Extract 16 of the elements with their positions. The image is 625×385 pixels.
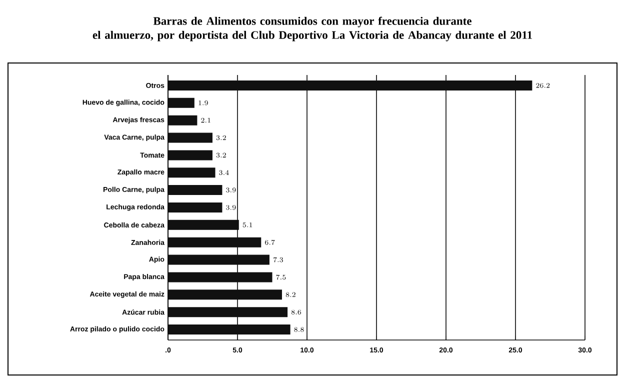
bar xyxy=(168,220,239,230)
bar xyxy=(168,307,288,318)
bar xyxy=(168,254,270,265)
bar xyxy=(168,115,198,126)
bar xyxy=(168,237,262,248)
chart-title: Barras de Alimentos consumidos con mayor frecuencia durante el almuerzo, por deportista del Club Deportivo La Victoria de Abancay durante el 2011 xyxy=(92,16,532,42)
bar xyxy=(168,98,194,108)
bar xyxy=(168,168,216,178)
bar xyxy=(168,132,212,143)
bar xyxy=(168,290,282,300)
bar xyxy=(168,80,532,90)
bar xyxy=(168,324,290,335)
bar xyxy=(168,185,222,196)
bar xyxy=(168,202,222,212)
bar xyxy=(168,150,212,160)
bar xyxy=(168,272,272,282)
